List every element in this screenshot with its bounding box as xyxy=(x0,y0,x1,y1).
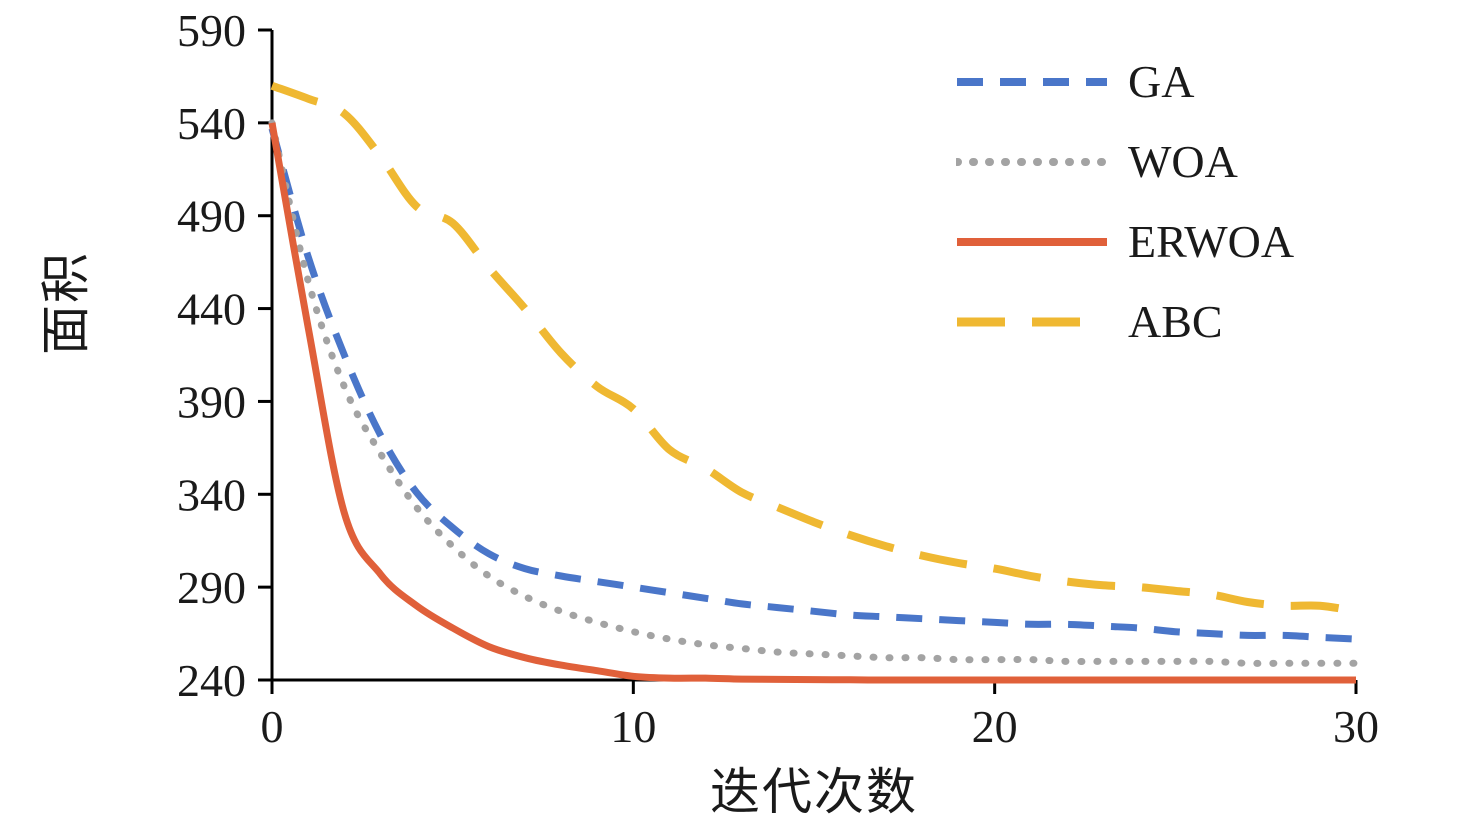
y-tick-label: 240 xyxy=(177,655,246,706)
x-tick-label: 10 xyxy=(610,701,656,752)
y-tick-label: 390 xyxy=(177,376,246,427)
legend-label-woa: WOA xyxy=(1128,136,1238,187)
y-axis-label: 面积 xyxy=(38,251,94,355)
legend-label-ga: GA xyxy=(1128,56,1195,107)
legend-line-sample-abc xyxy=(957,317,1107,327)
series-line-abc xyxy=(270,81,1357,616)
y-tick-label: 290 xyxy=(177,562,246,613)
legend-line-sample-woa xyxy=(956,158,1108,166)
series-line-woa xyxy=(268,119,1360,667)
legend-line-sample-ga xyxy=(957,78,1107,86)
legend-item-ga: GA xyxy=(956,42,1294,122)
legend-item-abc: ABC xyxy=(956,282,1294,362)
y-tick-label: 440 xyxy=(177,284,246,335)
y-tick-label: 340 xyxy=(177,469,246,520)
series-line-ga xyxy=(268,127,1357,643)
series-line-erwoa xyxy=(268,122,1356,684)
legend-item-erwoa: ERWOA xyxy=(956,202,1294,282)
legend-line-sample-erwoa xyxy=(957,238,1107,246)
legend: GA WOA ERWOA ABC xyxy=(956,42,1294,362)
x-axis-label: 迭代次数 xyxy=(710,764,918,820)
legend-item-woa: WOA xyxy=(956,122,1294,202)
y-tick-label: 540 xyxy=(177,98,246,149)
y-tick-label: 590 xyxy=(177,5,246,56)
x-tick-label: 30 xyxy=(1333,701,1379,752)
legend-label-erwoa: ERWOA xyxy=(1128,216,1295,267)
x-tick-label: 20 xyxy=(972,701,1018,752)
y-tick-label: 490 xyxy=(177,191,246,242)
x-tick-label: 0 xyxy=(261,701,284,752)
legend-label-abc: ABC xyxy=(1128,296,1223,347)
